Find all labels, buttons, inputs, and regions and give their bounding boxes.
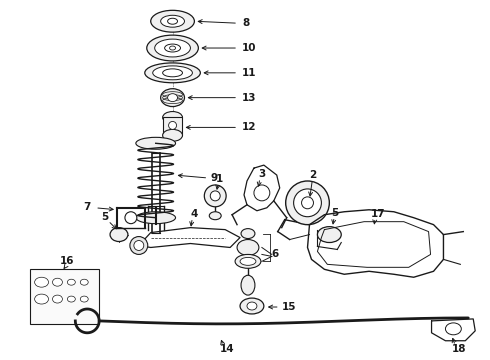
Ellipse shape [155, 39, 191, 57]
Ellipse shape [134, 240, 144, 251]
Ellipse shape [286, 181, 329, 225]
Text: 13: 13 [242, 93, 257, 103]
Text: 11: 11 [242, 68, 257, 78]
Ellipse shape [240, 257, 256, 265]
Ellipse shape [235, 255, 261, 268]
Ellipse shape [168, 94, 177, 102]
Text: 17: 17 [371, 209, 386, 219]
Ellipse shape [241, 229, 255, 239]
Text: 9: 9 [210, 173, 218, 183]
Ellipse shape [237, 239, 259, 255]
Ellipse shape [161, 15, 184, 27]
Text: 12: 12 [242, 122, 257, 132]
Ellipse shape [163, 112, 182, 123]
Text: 10: 10 [242, 43, 257, 53]
Ellipse shape [165, 44, 180, 52]
Ellipse shape [247, 302, 257, 310]
Ellipse shape [161, 89, 184, 107]
Text: 5: 5 [331, 208, 339, 218]
Text: 4: 4 [191, 209, 198, 219]
Ellipse shape [169, 121, 176, 129]
Ellipse shape [294, 189, 321, 217]
Ellipse shape [209, 212, 221, 220]
Ellipse shape [130, 237, 148, 255]
Ellipse shape [163, 129, 182, 141]
Text: 2: 2 [310, 170, 317, 180]
Ellipse shape [241, 275, 255, 295]
Text: 1: 1 [216, 174, 223, 184]
Bar [163, 117, 182, 135]
Ellipse shape [52, 295, 62, 303]
Ellipse shape [145, 63, 200, 83]
Ellipse shape [35, 277, 49, 287]
Ellipse shape [52, 278, 62, 286]
Ellipse shape [210, 191, 220, 201]
Ellipse shape [445, 323, 461, 335]
Ellipse shape [151, 10, 195, 32]
Ellipse shape [80, 296, 88, 302]
Ellipse shape [136, 137, 175, 149]
Text: 18: 18 [451, 344, 466, 354]
Ellipse shape [318, 227, 341, 243]
Text: 6: 6 [272, 249, 279, 260]
Text: 16: 16 [59, 256, 74, 266]
Ellipse shape [254, 185, 270, 201]
Ellipse shape [153, 66, 193, 80]
Ellipse shape [80, 279, 88, 285]
Ellipse shape [163, 69, 182, 77]
Text: 8: 8 [242, 18, 249, 28]
Text: 15: 15 [282, 302, 296, 312]
Ellipse shape [168, 18, 177, 24]
Ellipse shape [125, 212, 137, 224]
Ellipse shape [204, 185, 226, 207]
Text: 14: 14 [220, 344, 235, 354]
Ellipse shape [68, 279, 75, 285]
Bar [30, 269, 99, 324]
Ellipse shape [35, 294, 49, 304]
Text: 5: 5 [101, 212, 108, 222]
Ellipse shape [110, 228, 128, 242]
Text: 7: 7 [83, 202, 91, 212]
Ellipse shape [301, 197, 314, 209]
Ellipse shape [68, 296, 75, 302]
Ellipse shape [147, 35, 198, 61]
Ellipse shape [136, 212, 175, 224]
Ellipse shape [240, 298, 264, 314]
Text: 3: 3 [258, 169, 265, 179]
Ellipse shape [170, 46, 175, 50]
